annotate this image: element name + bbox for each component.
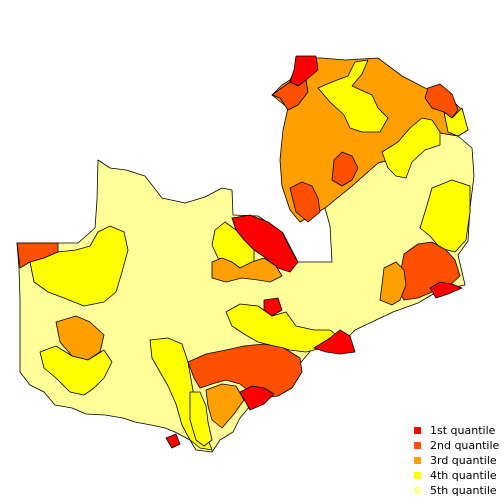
legend-label-3: 3rd quantile <box>430 454 497 467</box>
legend-item-4: 4th quantile <box>414 468 499 483</box>
region-southeast-red <box>313 329 356 355</box>
region-south-far-yellow <box>189 391 213 447</box>
region-west-yellow <box>29 225 129 307</box>
legend-item-3: 3rd quantile <box>414 453 499 468</box>
legend-label-5: 5th quantile <box>430 484 497 497</box>
region-east-orange-light <box>379 261 407 306</box>
legend-swatch-1 <box>414 427 421 434</box>
legend-label-4: 4th quantile <box>430 469 497 482</box>
region-east-upper-yellow <box>419 179 471 253</box>
region-northeast-yellow <box>443 107 469 137</box>
region-northwest-lower-orange <box>289 181 321 223</box>
region-east-red <box>429 281 463 299</box>
region-west-orange-light <box>55 315 105 361</box>
legend-swatch-3 <box>414 457 421 464</box>
region-central-north-orange <box>331 151 359 187</box>
region-east-yellow <box>381 117 441 179</box>
legend-item-5: 5th quantile <box>414 483 499 498</box>
legend-label-2: 2nd quantile <box>430 439 500 452</box>
region-north-yellow <box>317 59 389 133</box>
legend-swatch-5 <box>414 487 421 494</box>
region-south-orange <box>187 343 303 399</box>
region-south-orange-light <box>205 383 245 429</box>
legend: 1st quantile 2nd quantile 3rd quantile 4… <box>414 423 499 498</box>
legend-swatch-2 <box>414 442 421 449</box>
legend-item-1: 1st quantile <box>414 423 499 438</box>
legend-item-2: 2nd quantile <box>414 438 499 453</box>
legend-label-1: 1st quantile <box>430 424 496 437</box>
region-south-lower-red <box>239 385 275 411</box>
region-southernmost-red <box>165 433 181 449</box>
region-northwest-orange <box>271 79 309 111</box>
region-west-lower-yellow <box>39 345 113 396</box>
legend-swatch-4 <box>414 472 421 479</box>
region-central-orange <box>211 257 283 283</box>
